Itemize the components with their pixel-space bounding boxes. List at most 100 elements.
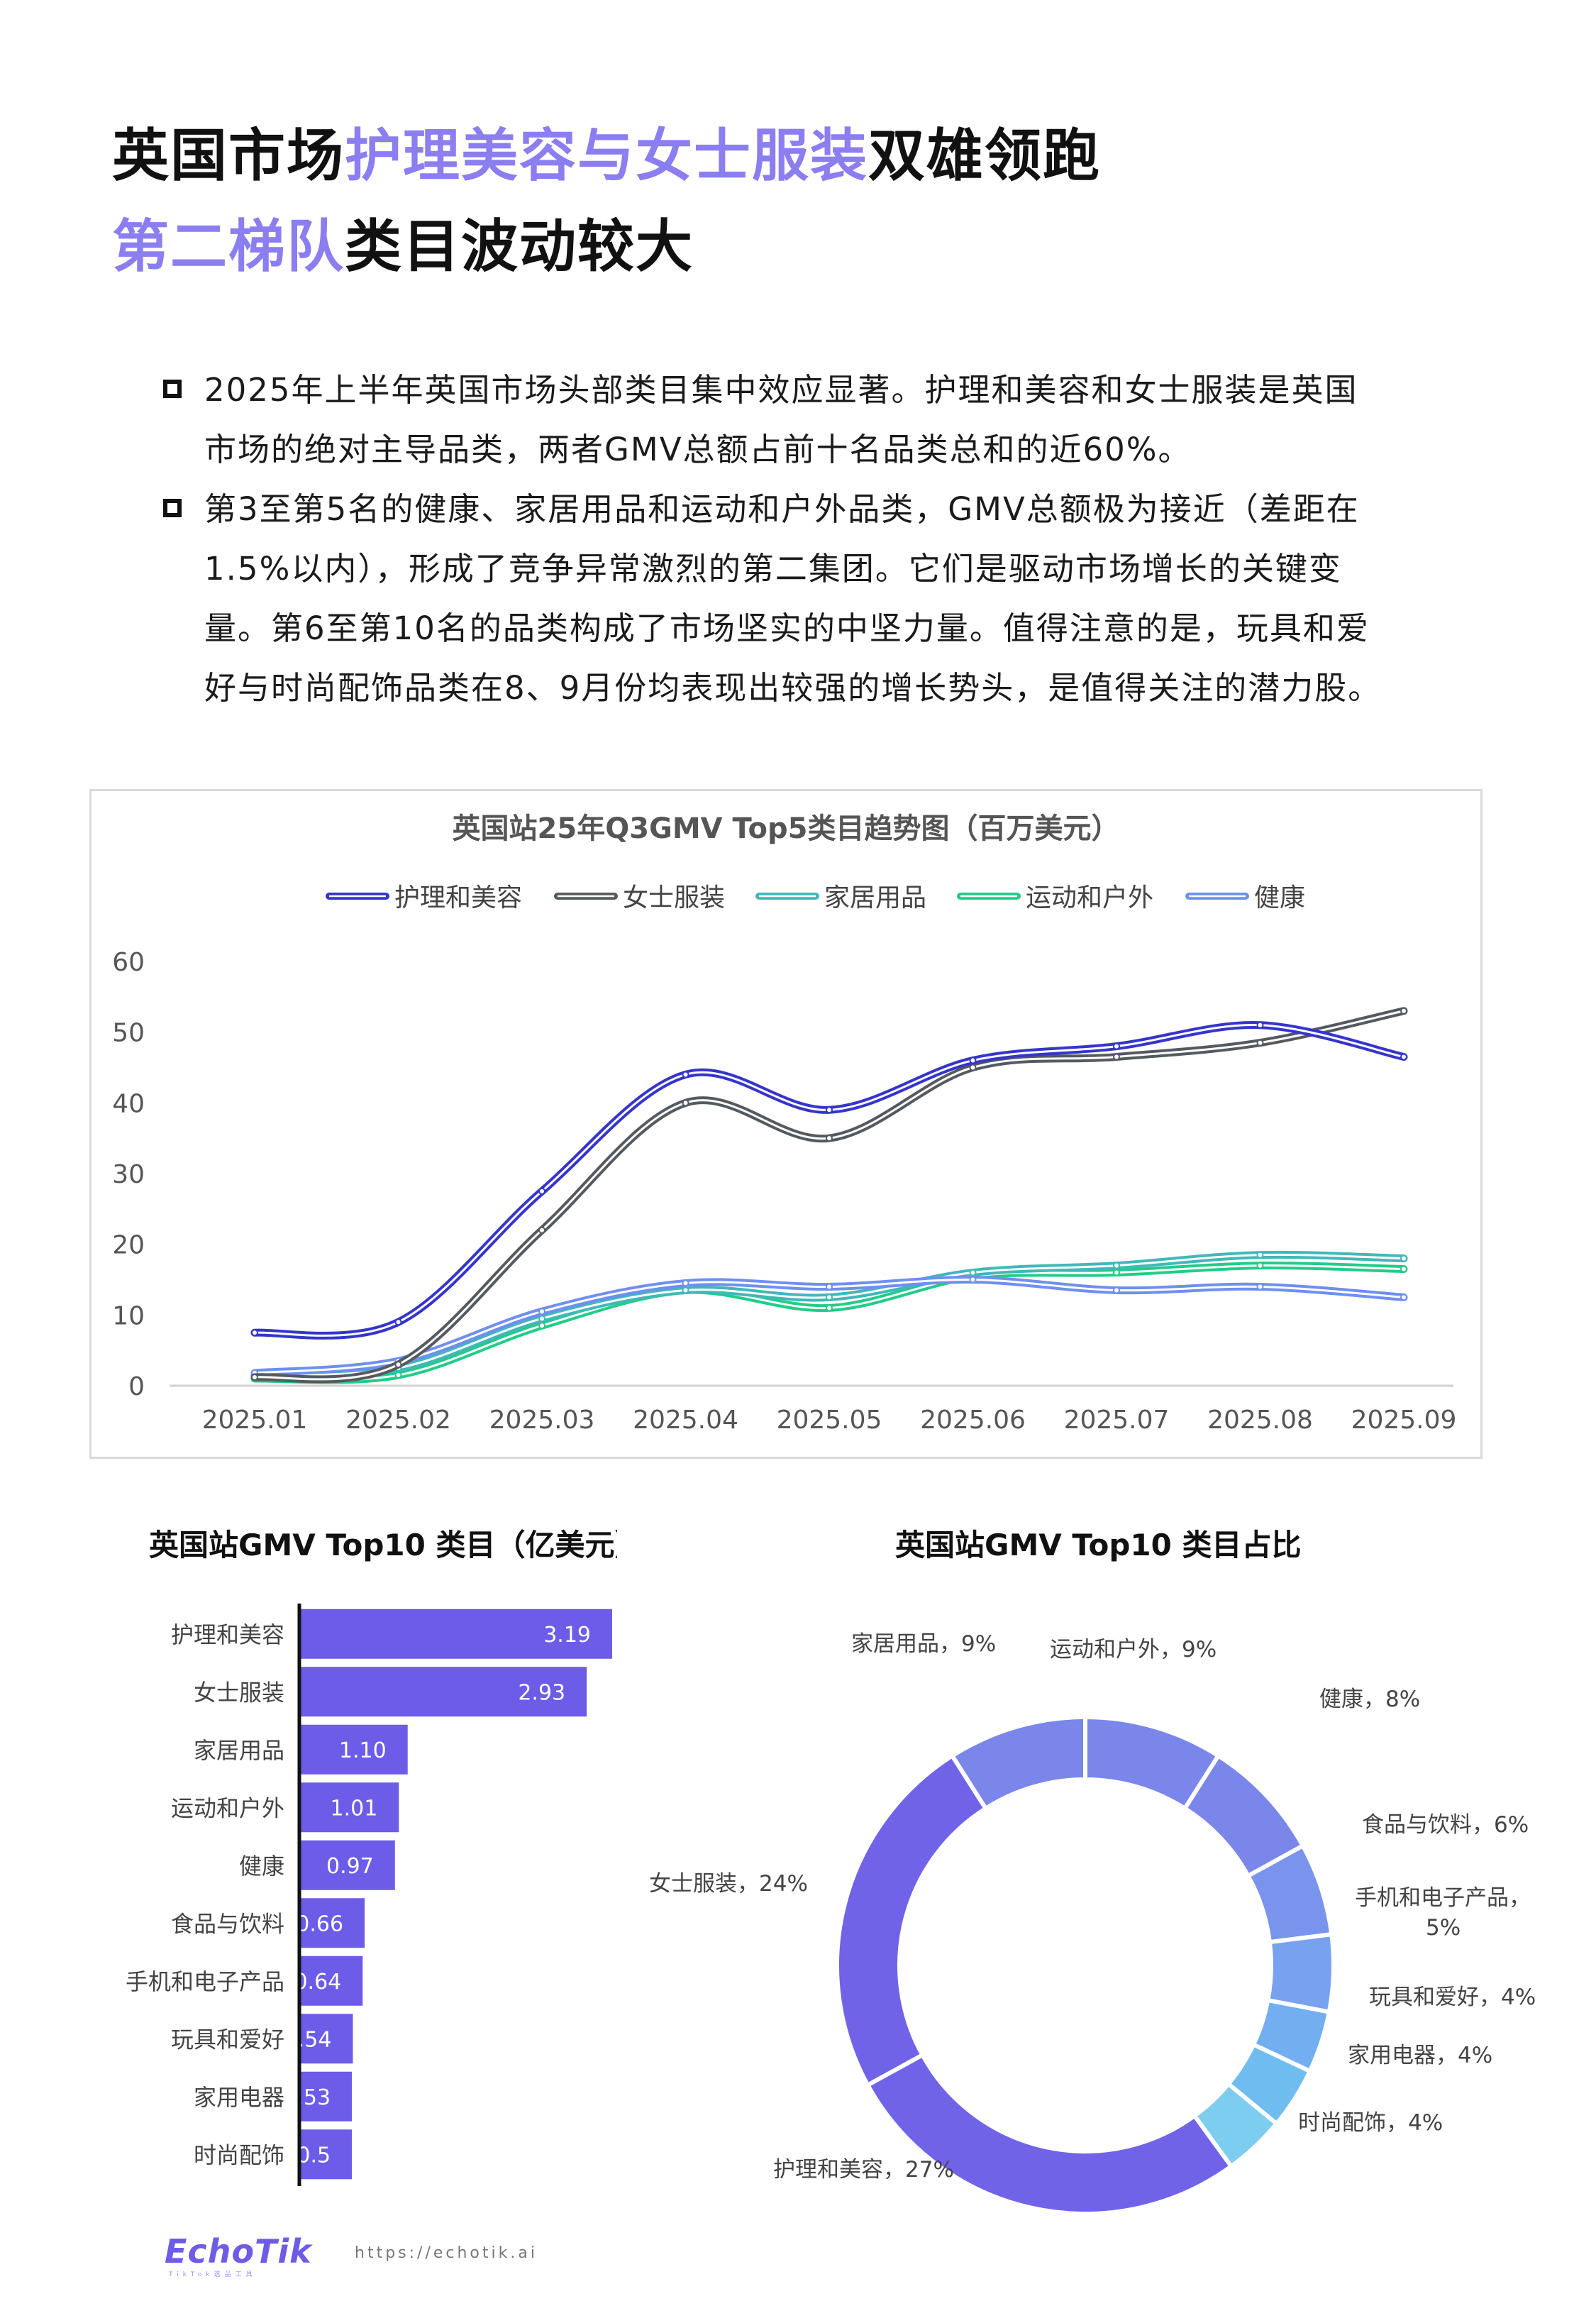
x-tick-label: 2025.04: [633, 1406, 738, 1435]
series-point: [682, 1279, 689, 1287]
donut-slice-7: [865, 2052, 1234, 2214]
legend-label: 护理和美容: [394, 883, 522, 912]
series-point: [538, 1226, 545, 1234]
donut-label-cont: 5%: [1426, 1915, 1461, 1941]
legend-item-1: 女士服装: [554, 883, 725, 912]
series-point: [1400, 1053, 1407, 1061]
series-point: [251, 1329, 258, 1337]
bar-row-4: 健康 0.97: [239, 1840, 395, 1890]
title-part-1: 英国市场: [112, 123, 345, 189]
bar-value-label: 1.10: [339, 1738, 387, 1763]
legend-item-4: 健康: [1185, 883, 1305, 912]
bullet-list: 2025年上半年英国市场头部类目集中效应显著。护理和美容和女士服装是英国 市场的…: [163, 360, 1461, 718]
bullet-2-line-3: 量。第6至第10名的品类构成了市场坚实的中坚力量。值得注意的是，玩具和爱: [204, 609, 1370, 647]
bar: [300, 1955, 363, 2006]
x-tick-label: 2025.09: [1351, 1406, 1457, 1435]
series-point: [826, 1135, 833, 1142]
series-point: [1256, 1021, 1264, 1029]
bullet-2-line-4: 好与时尚配饰品类在8、9月份均表现出较强的增长势头，是值得关注的潜力股。: [204, 669, 1382, 707]
series-point: [826, 1283, 833, 1291]
x-tick-label: 2025.01: [202, 1406, 308, 1435]
y-tick-label: 50: [112, 1019, 145, 1048]
bar-category-label: 玩具和爱好: [171, 2026, 284, 2053]
line-chart-frame: 英国站25年Q3GMV Top5类目趋势图（百万美元） 护理和美容 女士服装 家居用品…: [89, 789, 1483, 1459]
title-line1: 英国市场护理美容与女士服装双雄领跑: [112, 121, 1101, 192]
bar: [300, 1840, 395, 1890]
series-point: [682, 1099, 689, 1107]
series-point: [538, 1187, 545, 1195]
series-point: [1400, 1293, 1407, 1301]
series-point: [1113, 1269, 1120, 1276]
series-point: [1400, 1254, 1407, 1262]
footer-url[interactable]: https://echotik.ai: [355, 2244, 538, 2262]
series-point: [1113, 1053, 1120, 1061]
series-line-1: [250, 1007, 1408, 1384]
bar-value-label: 0.5: [297, 2143, 331, 2168]
series-line-4: [250, 1275, 1408, 1377]
legend-label: 家居用品: [824, 883, 926, 912]
donut-label: 健康，8%: [1319, 1687, 1420, 1712]
bullet-1-line-2: 市场的绝对主导品类，两者GMV总额占前十名品类总和的近60%。: [204, 431, 1192, 468]
bullet-1: 2025年上半年英国市场头部类目集中效应显著。护理和美容和女士服装是英国 市场的…: [163, 360, 1461, 480]
bar: [300, 1609, 612, 1659]
title-part-3: 双雄领跑: [868, 123, 1101, 189]
bar-row-2: 家居用品 1.10: [194, 1724, 408, 1775]
donut-label: 运动和户外，9%: [1050, 1637, 1217, 1662]
series-point: [826, 1293, 833, 1301]
series-point: [969, 1276, 977, 1284]
donut-slice-8: [835, 1753, 989, 2088]
bar: [300, 1667, 587, 1717]
x-tick-label: 2025.03: [489, 1406, 595, 1435]
bar-row-3: 运动和户外 1.01: [171, 1782, 399, 1833]
bar-category-label: 时尚配饰: [194, 2141, 284, 2168]
bar-value-label: 0.66: [296, 1911, 343, 1936]
bullet-2: 第3至第5名的健康、家居用品和运动和户外品类，GMV总额极为接近（差距在 1.5…: [163, 480, 1461, 718]
series-point: [538, 1308, 545, 1315]
bullet-1-line-1: 2025年上半年英国市场头部类目集中效应显著。护理和美容和女士服装是英国: [204, 371, 1358, 409]
donut-label: 玩具和爱好，4%: [1369, 1985, 1536, 2010]
series-point: [394, 1318, 402, 1326]
y-tick-label: 10: [112, 1301, 145, 1330]
bullet-box-icon: [163, 380, 182, 398]
donut-label: 食品与饮料，6%: [1362, 1812, 1529, 1838]
bar-category-label: 健康: [239, 1853, 284, 1880]
bar-value-label: 0.64: [294, 1970, 341, 1995]
bar: [300, 1724, 408, 1775]
series-point: [251, 1374, 258, 1381]
donut-label: 家用电器，4%: [1348, 2043, 1492, 2068]
bar-value-label: 1.01: [331, 1796, 378, 1821]
series-point: [1400, 1007, 1407, 1015]
bullet-2-line-2: 1.5%以内），形成了竞争异常激烈的第二集团。它们是驱动市场增长的关键变: [204, 550, 1342, 587]
y-tick-label: 60: [112, 948, 145, 977]
y-tick-label: 40: [112, 1089, 145, 1118]
bar-value-label: 0.54: [284, 2027, 332, 2052]
bar-value-label: 0.53: [283, 2085, 331, 2110]
bullet-2-line-1: 第3至第5名的健康、家居用品和运动和户外品类，GMV总额极为接近（差距在: [204, 490, 1360, 528]
bar-row-0: 护理和美容 3.19: [171, 1609, 612, 1659]
title-part-2: 护理美容与女士服装: [345, 123, 868, 189]
series-point: [1113, 1262, 1120, 1269]
series-path-inner: [253, 1010, 1405, 1381]
title-part-5: 类目波动较大: [345, 214, 694, 280]
series-point: [538, 1315, 545, 1323]
donut-label: 时尚配饰，4%: [1298, 2110, 1443, 2136]
bar: [300, 2014, 353, 2064]
series-point: [1400, 1265, 1407, 1273]
title-part-4: 第二梯队: [112, 214, 345, 280]
legend-item-2: 家居用品: [755, 883, 926, 912]
x-tick-label: 2025.02: [345, 1406, 451, 1435]
series-point: [682, 1286, 689, 1294]
bar-category-label: 护理和美容: [171, 1621, 284, 1648]
bar-value-label: 3.19: [543, 1623, 591, 1648]
line-chart: 英国站25年Q3GMV Top5类目趋势图（百万美元） 护理和美容 女士服装 家居用品…: [112, 812, 1457, 1435]
bar-category-label: 家居用品: [194, 1737, 284, 1764]
donut-label: 家居用品，9%: [851, 1631, 996, 1657]
series-point: [538, 1322, 545, 1330]
bar-row-7: 玩具和爱好 0.54: [171, 2014, 353, 2064]
title-line2: 第二梯队类目波动较大: [112, 211, 694, 282]
x-tick-label: 2025.06: [920, 1406, 1026, 1435]
echotik-logo: EchoTik: [165, 2232, 312, 2271]
bar-category-label: 家用电器: [194, 2084, 284, 2111]
series-point: [1256, 1039, 1264, 1047]
series-point: [826, 1304, 833, 1312]
